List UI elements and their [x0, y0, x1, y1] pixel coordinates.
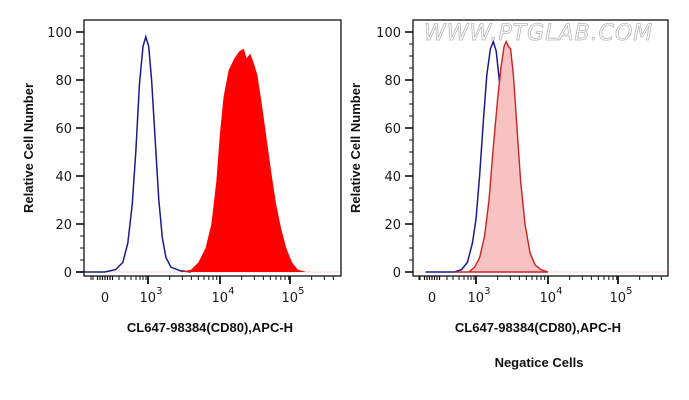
x-axis: 0 103 104 105 — [90, 276, 334, 306]
x-tick-label: 105 — [610, 286, 633, 306]
watermark-text: WWW.PTGLAB.COM — [424, 21, 653, 46]
x-tick-label: 104 — [540, 286, 563, 306]
y-tick-label: 80 — [384, 74, 401, 89]
y-tick-label: 60 — [55, 122, 72, 137]
panel-subtitle: Negatice Cells — [495, 355, 584, 370]
x-tick-label: 103 — [468, 286, 491, 306]
y-tick-label: 0 — [393, 266, 401, 281]
x-axis-title: CL647-98384(CD80),APC-H — [455, 320, 621, 335]
histogram-series-1-filled — [180, 48, 307, 272]
y-axis: 0 20 40 60 80 100 — [47, 26, 84, 281]
y-tick-label: 0 — [64, 266, 72, 281]
plot-frame — [412, 19, 669, 277]
x-tick-label: 0 — [101, 291, 109, 306]
plot-frame — [83, 19, 342, 277]
x-tick-label: 103 — [140, 286, 163, 306]
histogram-panel-positive: 0 20 40 60 80 100 0 103 104 105 Relative Cell Nu… — [21, 19, 342, 335]
x-tick-label: 104 — [212, 286, 235, 306]
y-tick-label: 40 — [384, 170, 401, 185]
x-tick-label: 0 — [428, 291, 436, 306]
y-tick-label: 100 — [376, 26, 401, 41]
y-tick-label: 20 — [55, 218, 72, 233]
x-tick-label: 105 — [282, 286, 305, 306]
y-tick-label: 20 — [384, 218, 401, 233]
y-tick-label: 80 — [55, 74, 72, 89]
y-axis: 0 20 40 60 80 100 — [376, 26, 413, 281]
series-layer — [76, 34, 341, 273]
y-tick-label: 60 — [384, 122, 401, 137]
y-tick-label: 100 — [47, 26, 72, 41]
series-layer — [413, 39, 668, 273]
y-axis-title: Relative Cell Number — [348, 83, 363, 213]
histogram-series-0-outline — [76, 34, 192, 273]
y-tick-label: 40 — [55, 170, 72, 185]
x-axis-title: CL647-98384(CD80),APC-H — [127, 320, 293, 335]
y-axis-title: Relative Cell Number — [21, 83, 36, 213]
x-axis: 0 103 104 105 — [418, 276, 662, 306]
histogram-series-1-filled — [454, 39, 549, 273]
histogram-panel-negative: WWW.PTGLAB.COM 0 20 40 60 80 100 0 103 104 105 R… — [348, 19, 669, 370]
